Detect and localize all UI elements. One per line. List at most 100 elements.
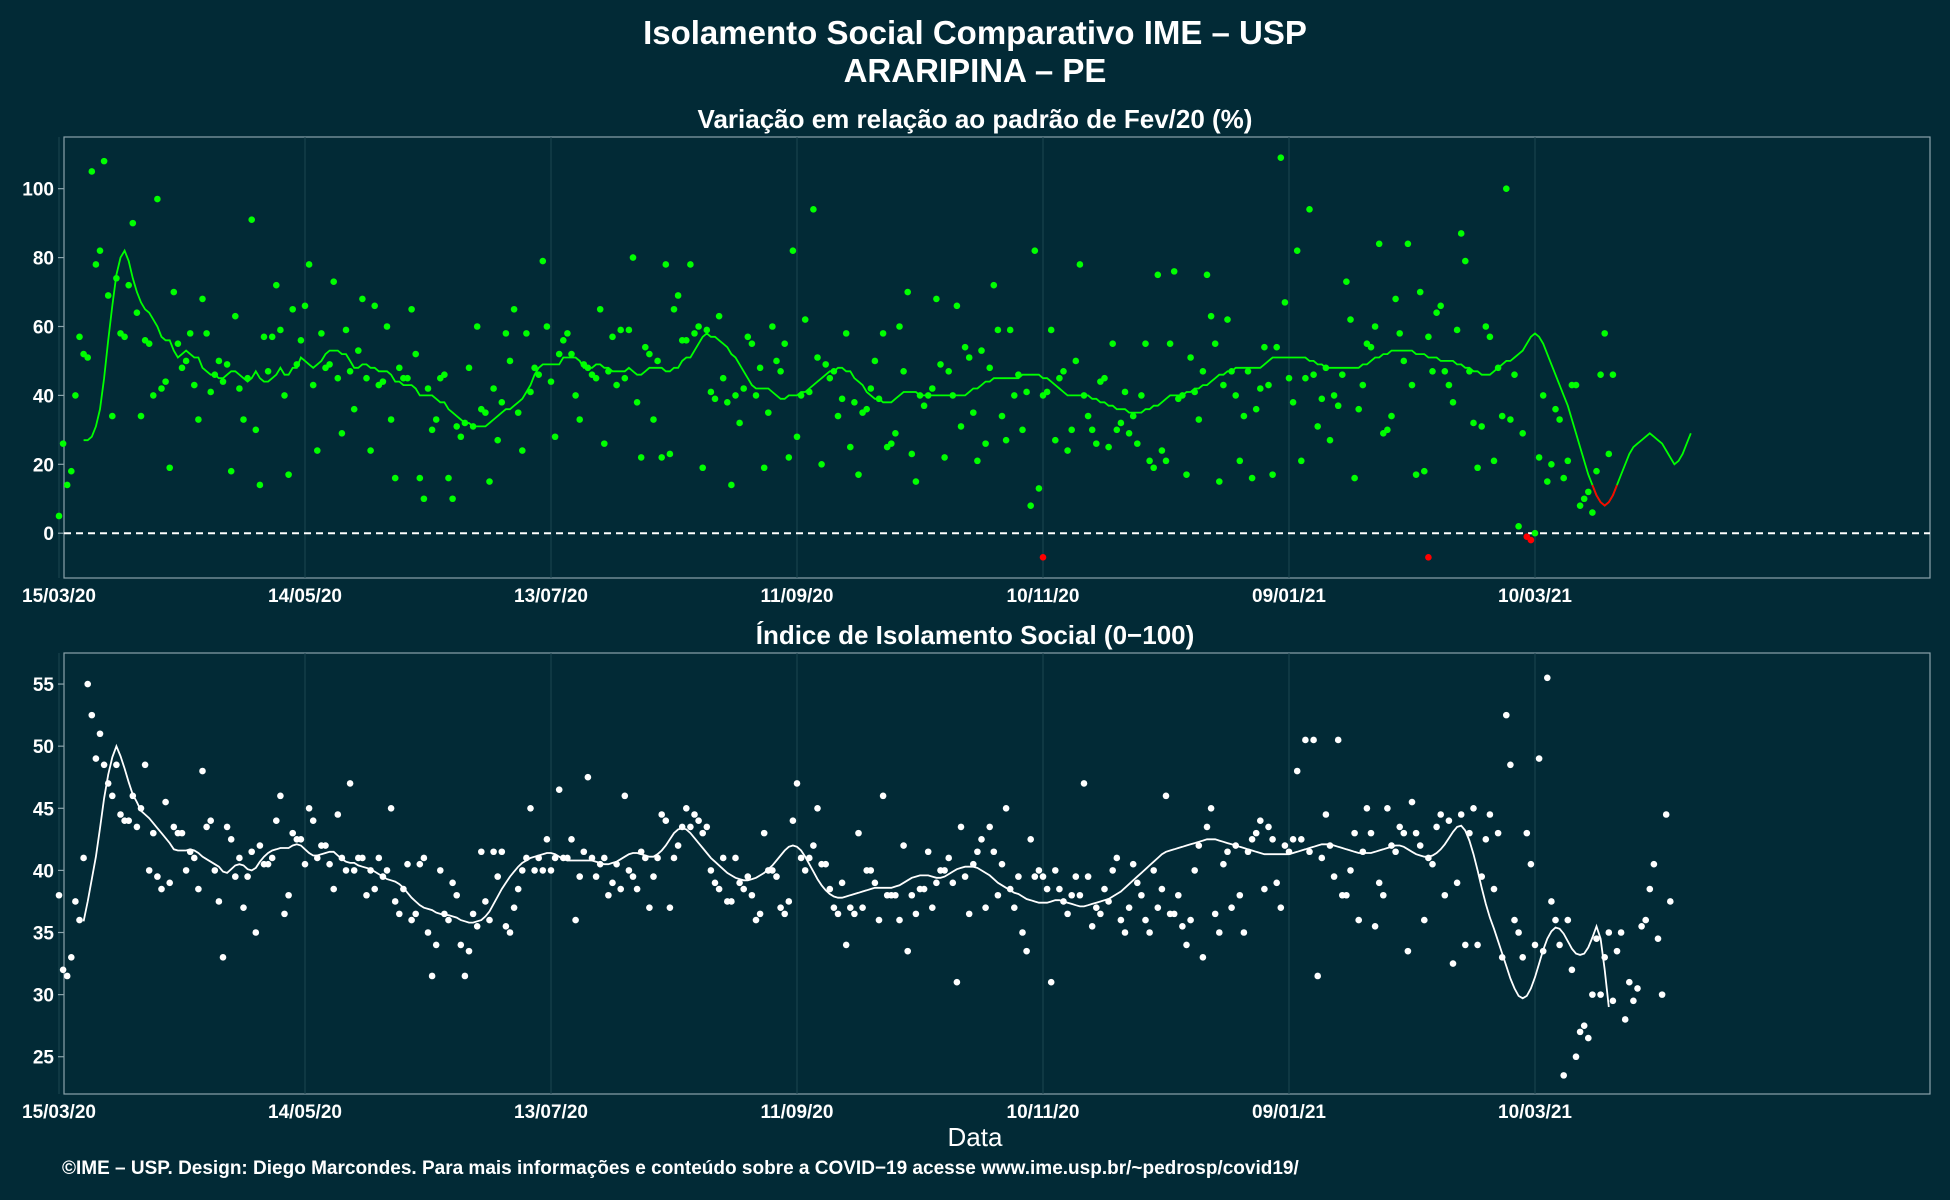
data-point xyxy=(605,891,612,899)
data-point xyxy=(847,443,854,451)
data-point xyxy=(818,461,825,468)
data-point xyxy=(145,867,153,874)
data-point xyxy=(166,879,173,887)
data-point xyxy=(1429,860,1436,868)
data-point xyxy=(1421,916,1428,924)
data-point xyxy=(256,842,264,849)
data-point xyxy=(367,447,374,454)
data-point xyxy=(1527,536,1535,544)
data-point xyxy=(412,910,420,918)
data-point xyxy=(658,454,665,461)
data-point xyxy=(1519,429,1526,437)
data-point xyxy=(674,842,682,849)
data-point xyxy=(867,867,875,874)
data-point xyxy=(1474,464,1481,472)
panel-1-title: Variação em relação ao padrão de Fev/20 … xyxy=(697,104,1253,134)
data-point xyxy=(1142,340,1149,348)
data-point xyxy=(1236,457,1244,465)
data-point xyxy=(629,254,637,261)
data-point xyxy=(498,398,506,406)
data-point xyxy=(1199,367,1207,375)
data-point xyxy=(469,910,477,918)
data-point xyxy=(1154,271,1162,279)
data-point xyxy=(662,261,670,268)
data-point xyxy=(670,854,678,862)
data-point xyxy=(777,367,784,375)
data-point xyxy=(1273,343,1280,351)
x-tick-label: 10/03/21 xyxy=(1498,586,1572,607)
data-point xyxy=(1211,910,1219,918)
data-point xyxy=(1310,371,1317,379)
data-point xyxy=(1564,457,1572,465)
data-point xyxy=(416,860,424,868)
data-point xyxy=(301,302,309,310)
data-point xyxy=(1252,405,1260,413)
data-point xyxy=(990,281,998,289)
data-point xyxy=(1224,316,1231,323)
x-tick-label: 15/03/20 xyxy=(22,586,96,607)
data-point xyxy=(658,811,665,818)
data-point xyxy=(186,330,194,337)
data-point xyxy=(248,848,255,856)
data-point xyxy=(240,904,247,911)
data-point xyxy=(1593,467,1600,475)
data-point xyxy=(1667,898,1674,905)
data-point xyxy=(1367,829,1375,837)
data-point xyxy=(1560,474,1567,482)
data-point xyxy=(1416,842,1424,849)
data-point xyxy=(350,405,358,413)
x-tick-label: 09/01/21 xyxy=(1252,1102,1326,1123)
data-point xyxy=(1662,811,1670,818)
data-point xyxy=(404,860,411,868)
data-point xyxy=(1548,898,1555,905)
data-point xyxy=(1232,392,1239,399)
data-point xyxy=(1068,426,1075,434)
x-tick-label: 11/09/20 xyxy=(761,586,834,607)
data-point xyxy=(1630,997,1637,1005)
data-point xyxy=(1613,947,1621,955)
data-point xyxy=(1457,230,1465,237)
data-point xyxy=(92,261,100,268)
data-point xyxy=(1109,340,1116,348)
data-point xyxy=(1150,867,1157,874)
data-point xyxy=(601,854,608,862)
data-point xyxy=(654,357,661,365)
panel-2: 15/03/20 14/05/20 13/07/20 11/09/20 10/11/20… xyxy=(22,652,1931,1123)
data-point xyxy=(924,848,932,856)
data-point xyxy=(625,867,633,874)
data-point xyxy=(1572,1053,1580,1061)
data-point xyxy=(613,381,620,389)
data-point xyxy=(1252,829,1260,837)
data-point xyxy=(1039,873,1047,880)
data-point xyxy=(318,330,325,337)
data-point xyxy=(699,464,706,472)
data-point xyxy=(1421,467,1428,475)
data-point xyxy=(133,309,141,317)
data-point xyxy=(1306,848,1313,856)
data-point xyxy=(814,354,821,361)
data-point xyxy=(674,292,682,299)
data-point xyxy=(793,433,801,441)
data-point xyxy=(1416,288,1424,296)
data-point xyxy=(1478,423,1485,430)
data-point xyxy=(420,495,428,503)
data-point xyxy=(871,879,879,887)
data-point xyxy=(1285,374,1293,382)
data-point xyxy=(1429,367,1436,375)
data-point xyxy=(1146,929,1153,936)
data-point xyxy=(1343,891,1350,899)
data-point xyxy=(978,836,985,843)
data-point xyxy=(1035,867,1043,874)
data-point xyxy=(646,904,653,911)
data-point xyxy=(104,292,112,299)
data-point xyxy=(740,385,747,392)
data-point xyxy=(1052,436,1059,444)
data-point xyxy=(1064,910,1071,918)
data-point xyxy=(1281,842,1289,849)
data-point xyxy=(478,848,485,856)
data-point xyxy=(88,711,96,719)
data-point xyxy=(1453,879,1461,887)
data-point xyxy=(1462,941,1469,949)
x-tick-label: 11/09/20 xyxy=(761,1102,834,1123)
data-point xyxy=(855,829,862,837)
